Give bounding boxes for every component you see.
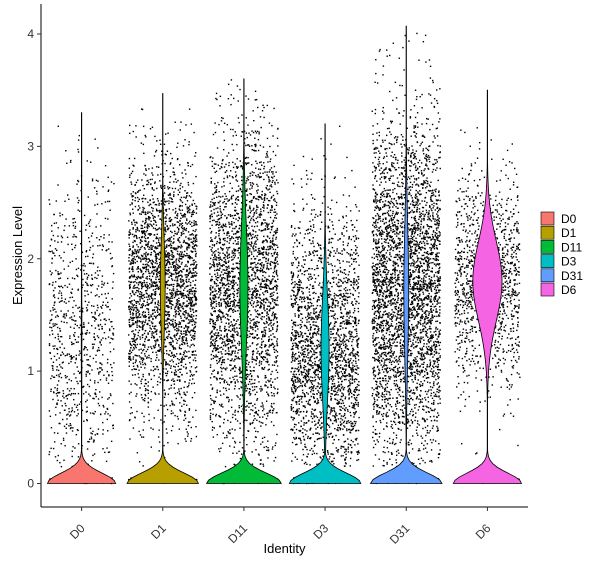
legend-label-D1: D1 [561,226,577,240]
legend-key-D6 [540,282,555,297]
legend-label-D3: D3 [561,255,577,269]
y-tick-label: 0 [27,477,34,491]
x-axis-title: Identity [264,541,306,556]
violin-D3 [288,123,362,484]
violin-D31 [369,25,443,484]
x-tick-label: D3 [310,521,331,542]
x-tick-label: D6 [473,521,494,542]
jitter-points [48,32,521,485]
legend-label-D11: D11 [561,240,582,254]
y-tick-label: 2 [27,252,34,266]
violin-D0 [46,112,117,484]
legend-label-D0: D0 [561,212,577,226]
legend-label-D6: D6 [561,283,577,297]
violin-D11 [205,78,282,484]
legend-key-D1 [540,225,555,240]
x-tick-label: D1 [148,521,169,542]
legend-label-D31: D31 [561,269,583,283]
x-tick-label: D0 [67,521,88,542]
y-axis-title: Expression Level [10,206,25,305]
violin-D1 [126,93,200,484]
x-tick-label: D11 [225,521,250,546]
axes [40,4,528,508]
legend-key-D31 [540,268,555,283]
violin-D6 [452,89,523,484]
y-axis-ticks: 0 1 2 3 4 [27,27,41,491]
violins [46,25,523,484]
y-tick-label: 4 [27,27,34,41]
legend-key-D0 [540,211,555,226]
x-tick-label: D31 [387,521,413,547]
y-tick-label: 1 [27,364,34,378]
legend-key-D3 [540,254,555,268]
legend-key-D11 [540,240,555,254]
y-tick-label: 3 [27,139,34,153]
